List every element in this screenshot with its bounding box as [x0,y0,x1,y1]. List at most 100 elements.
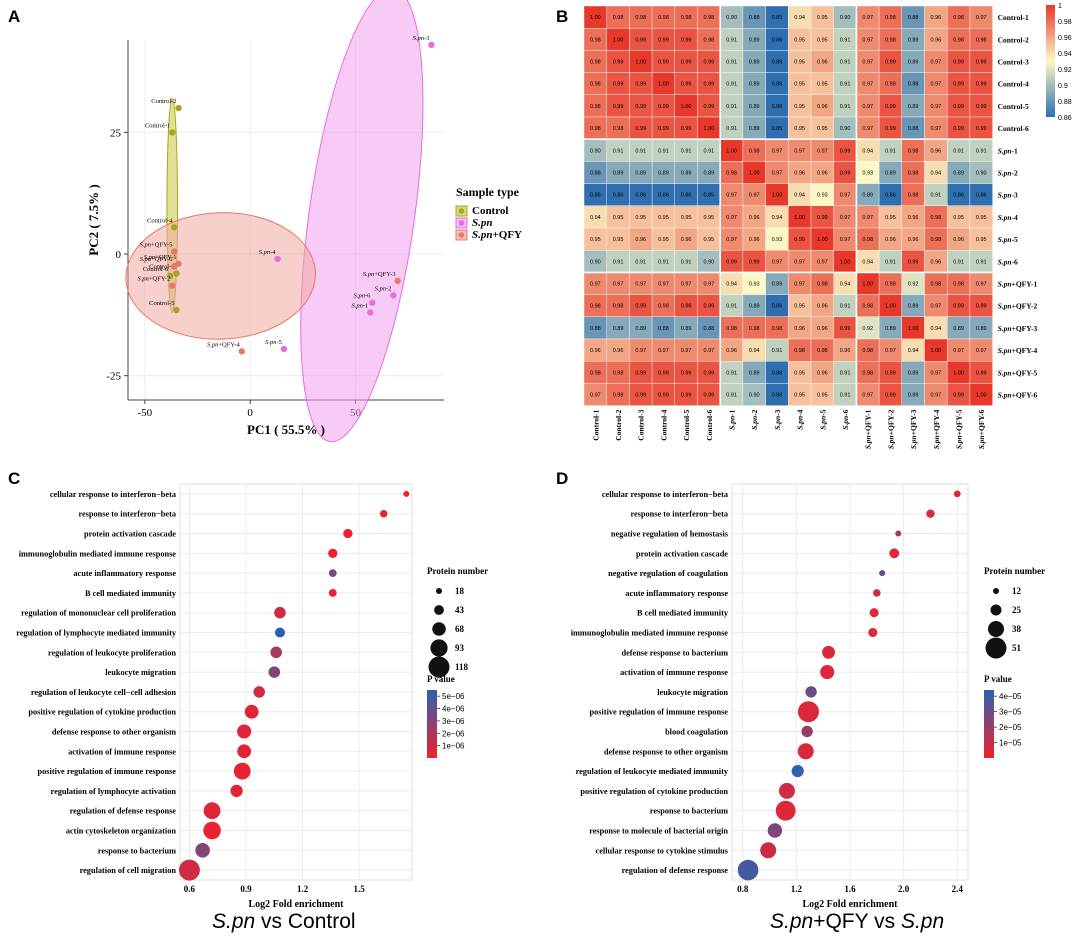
heatmap-value-11-10: 0.97 [817,259,828,265]
heatmap-value-3-7: 0.89 [749,82,760,88]
heatmap-colorbar-tick-7: 0.86 [1058,115,1072,122]
heatmap-value-10-7: 0.96 [749,237,760,243]
heatmap-col-label-17: S.pn+QFY-6 [977,409,986,449]
heatmap-value-9-7: 0.96 [749,215,760,221]
heatmap-value-10-13: 0.96 [885,237,896,243]
heatmap-value-1-13: 0.98 [885,37,896,43]
heatmap-value-9-14: 0.96 [908,215,919,221]
heatmap-colorbar-tick-6: 0.88 [1058,99,1072,106]
heatmap-colorbar-tick-1: 0.98 [1058,19,1072,26]
heatmap-value-2-2: 1.00 [635,60,646,66]
heatmap-value-17-9: 0.95 [794,393,805,399]
bubble-dot-c-15 [230,784,243,798]
pca-point-label-17: S.pn+QFY-6 [140,256,173,263]
pca-point-2 [173,270,180,277]
heatmap-value-4-11: 0.91 [840,104,851,110]
bubble-xlabel-c: Log2 Fold enrichment [249,899,345,910]
bubble-colorbar-c [427,690,437,758]
heatmap-col-label-15: S.pn+QFY-4 [932,409,941,449]
bubble-xtick-label-c-0: 0.6 [184,884,196,894]
heatmap-value-12-12: 1.00 [862,282,873,288]
heatmap-value-14-4: 0.89 [681,326,692,332]
heatmap-value-10-4: 0.96 [681,237,692,243]
heatmap-value-6-14: 0.98 [908,148,919,154]
heatmap-value-1-11: 0.91 [840,37,851,43]
bubble-colorbar-tick-c-3: 2e−06 [442,729,465,738]
bubble-dot-c-17 [203,821,221,840]
heatmap-value-9-17: 0.95 [976,215,987,221]
pca-point-label-14: S.pn+QFY-3 [363,271,396,278]
bubble-xlabel-d: Log2 Fold enrichment [803,899,899,910]
heatmap-value-13-9: 0.95 [794,304,805,310]
pca-point-7 [390,292,397,299]
bubble-size-legend-dot-d-0 [993,588,999,594]
bubble-dot-c-5 [328,589,337,597]
heatmap-value-5-16: 0.99 [953,126,964,132]
heatmap-col-label-10: S.pn-5 [818,409,827,429]
pca-point-label-9: S.pn-4 [259,249,277,256]
heatmap-value-6-16: 0.91 [953,148,964,154]
heatmap-value-0-9: 0.94 [794,15,805,21]
panel-letter-d: D [556,469,568,488]
heatmap-value-16-13: 0.99 [885,370,896,376]
heatmap-value-14-16: 0.89 [953,326,964,332]
heatmap-value-13-2: 0.99 [635,304,646,310]
heatmap-value-5-13: 0.99 [885,126,896,132]
heatmap-value-6-13: 0.91 [885,148,896,154]
heatmap-value-11-14: 0.99 [908,259,919,265]
bubble-dot-c-13 [237,744,252,759]
heatmap-value-16-11: 0.91 [840,370,851,376]
heatmap-value-9-9: 1.00 [794,215,805,221]
panel-letter-c: C [8,469,20,488]
bubble-term-label-d-15: positive regulation of cytokine producti… [580,787,728,796]
heatmap-value-0-3: 0.98 [658,15,669,21]
bubble-size-legend-label-d-1: 25 [1012,605,1022,615]
heatmap-value-0-4: 0.98 [681,15,692,21]
heatmap-value-8-16: 0.86 [953,193,964,199]
heatmap-value-5-14: 0.88 [908,126,919,132]
pca-point-4 [173,306,180,314]
bubble-colorbar-tick-d-1: 3e−05 [999,708,1022,717]
heatmap-col-label-16: S.pn+QFY-5 [955,409,964,449]
heatmap-value-7-17: 0.90 [976,171,987,177]
heatmap-value-5-17: 0.99 [976,126,987,132]
heatmap-value-1-12: 0.97 [862,37,873,43]
heatmap-value-10-0: 0.95 [590,237,601,243]
bubble-xtick-label-d-1: 1.2 [791,884,803,894]
pca-point-1 [175,104,182,112]
bubble-color-legend-title-d: P value [984,674,1012,684]
heatmap-row-label-2: Control-3 [998,58,1029,67]
heatmap-row-label-15: S.pn+QFY-4 [998,346,1038,355]
pca-point-0 [169,129,176,136]
heatmap-value-16-6: 0.91 [726,370,737,376]
pca-legend-label-qfy: S.pn+QFY [472,229,522,241]
bubble-xtick-label-c-1: 0.9 [240,884,252,894]
heatmap-value-12-16: 0.98 [953,282,964,288]
heatmap-value-2-0: 0.98 [590,60,601,66]
heatmap-value-11-15: 0.96 [930,259,941,265]
bubble-size-legend-dot-c-0 [436,588,442,594]
heatmap-value-4-3: 0.99 [658,104,669,110]
bubble-term-label-d-6: B cell mediated immunity [637,609,729,618]
heatmap-value-6-12: 0.94 [862,148,873,154]
heatmap-value-13-0: 0.98 [590,304,601,310]
heatmap-value-1-7: 0.89 [749,37,760,43]
heatmap-value-4-13: 0.99 [885,104,896,110]
heatmap-value-14-15: 0.94 [930,326,941,332]
heatmap-row-label-16: S.pn+QFY-5 [998,368,1038,377]
heatmap-value-17-14: 0.89 [908,393,919,399]
heatmap-col-label-1: Control-2 [614,409,623,440]
heatmap-value-11-12: 0.94 [862,259,873,265]
bubble-term-label-c-2: protein activation cascade [84,530,176,539]
heatmap-value-9-8: 0.94 [772,215,783,221]
heatmap-value-2-16: 0.99 [953,60,964,66]
heatmap-value-16-7: 0.89 [749,370,760,376]
bubble-dot-d-13 [797,743,814,760]
heatmap-col-label-11: S.pn-6 [841,409,850,429]
heatmap-value-1-14: 0.89 [908,37,919,43]
heatmap-value-14-10: 0.96 [817,326,828,332]
heatmap-value-17-3: 0.99 [658,393,669,399]
heatmap-value-2-9: 0.95 [794,60,805,66]
heatmap-value-11-8: 0.97 [772,259,783,265]
heatmap-value-7-14: 0.98 [908,171,919,177]
